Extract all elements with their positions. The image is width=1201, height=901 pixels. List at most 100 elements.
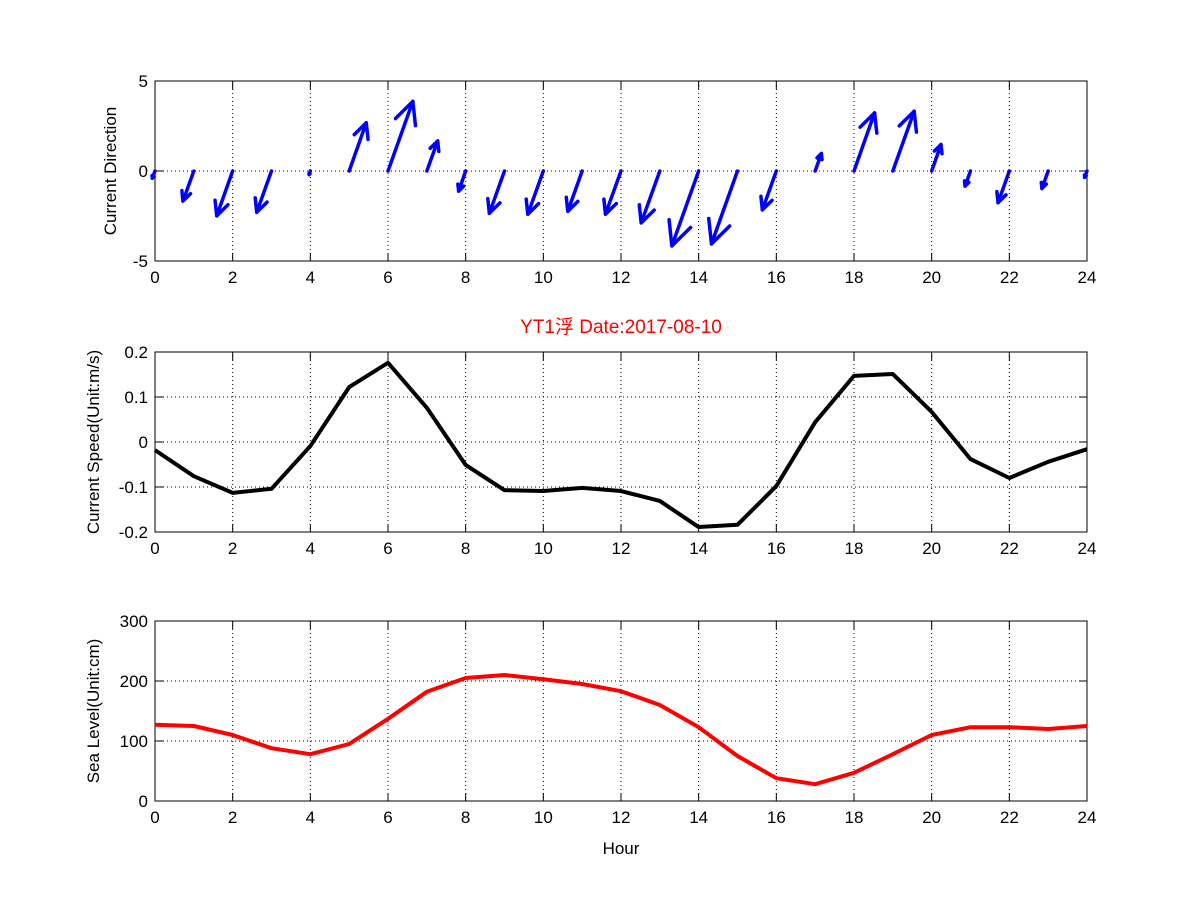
quiver-arrow [813,151,824,173]
quiver-arrow [962,169,973,188]
y-tick-label: 0.1 [124,388,148,407]
arrow-head [352,121,370,142]
x-tick-label: 0 [150,808,159,827]
axes-box [154,620,1088,802]
y-tick-label: 5 [139,72,148,91]
arrow-head [180,188,193,203]
x-tick-label: 10 [534,539,553,558]
arrow-shaft [254,169,274,214]
quiver-arrow [253,169,274,214]
quiver-arrow [425,139,441,173]
arrow-head [456,182,466,193]
y-tick-label: 0 [139,792,148,811]
x-tick-label: 22 [1000,808,1019,827]
x-tick-label: 10 [534,268,553,287]
quiver-arrow [706,169,740,246]
x-tick-label: 2 [228,539,237,558]
y-axis-label: Current Speed(Unit:m/s) [84,350,103,534]
arrow-shaft [891,109,916,173]
y-tick-label: -0.2 [119,523,148,542]
arrow-head [858,111,879,135]
y-tick-label: 200 [120,672,148,691]
x-tick-label: 12 [612,808,631,827]
x-tick-label: 10 [534,808,553,827]
arrow-shaft [425,139,440,173]
x-tick-label: 18 [845,808,864,827]
arrow-shaft [670,169,701,248]
y-tick-label: 0 [139,162,148,181]
x-tick-label: 12 [612,268,631,287]
arrow-head [564,195,580,214]
chart-title: YT1浮 Date:2017-08-10 [520,316,722,338]
arrow-shaft [214,169,235,218]
x-tick-label: 14 [689,808,708,827]
arrow-head [706,216,732,246]
arrow-head [428,139,441,154]
arrow-head [602,197,619,216]
quiver-arrow [1039,169,1050,191]
x-tick-label: 12 [612,539,631,558]
x-tick-label: 16 [767,539,786,558]
y-axis-label: Sea Level(Unit:cm) [84,639,103,784]
x-tick-label: 14 [689,539,708,558]
axes-2: 0 2 4 6 8 10 12 14 16 18 20 22 24-0.2-0.100.10.2Curr… [84,343,1096,558]
x-axis-label: Hour [603,839,640,858]
arrow-shaft [852,111,877,173]
arrow-shaft [181,169,196,203]
arrow-head [486,196,502,216]
arrow-head [897,109,919,134]
y-tick-label: 300 [120,612,148,631]
arrow-shaft [526,169,546,216]
y-tick-label: -0.1 [119,478,148,497]
x-tick-label: 20 [922,268,941,287]
quiver-arrow [564,169,584,214]
axes-box [154,351,1088,533]
x-tick-label: 24 [1078,808,1097,827]
quiver-arrow [637,169,662,225]
x-tick-label: 18 [845,268,864,287]
quiver-arrow [524,169,546,216]
y-tick-label: 0 [139,433,148,452]
arrow-head [637,203,656,225]
x-tick-label: 6 [383,808,392,827]
arrow-head [962,179,971,188]
arrow-head [307,171,312,177]
quiver-arrow [759,169,779,212]
x-tick-label: 24 [1078,539,1097,558]
arrow-shaft [709,169,740,246]
arrow-shaft [639,169,662,225]
arrow-shaft [929,142,943,173]
x-tick-label: 8 [461,808,470,827]
x-tick-label: 18 [845,539,864,558]
arrow-shaft [386,99,415,173]
x-tick-label: 6 [383,539,392,558]
arrow-head [1082,173,1089,180]
x-tick-label: 4 [306,539,315,558]
x-tick-label: 2 [228,808,237,827]
quiver-arrow [929,142,944,173]
x-tick-label: 4 [306,808,315,827]
plot-area [155,621,1087,801]
x-tick-label: 14 [689,268,708,287]
arrow-head [815,151,824,162]
x-tick-label: 4 [306,268,315,287]
x-tick-label: 0 [150,268,159,287]
quiver-arrow [667,169,701,248]
x-tick-label: 8 [461,268,470,287]
x-tick-label: 20 [922,808,941,827]
arrow-head [667,218,693,248]
x-tick-label: 8 [461,539,470,558]
x-tick-label: 2 [228,268,237,287]
x-tick-label: 16 [767,268,786,287]
arrow-head [759,194,774,212]
x-tick-label: 16 [767,808,786,827]
quiver-arrow [213,169,235,218]
y-tick-label: 100 [120,732,148,751]
arrow-head [213,198,230,218]
arrow-head [1039,180,1049,191]
quiver-arrow [852,111,879,173]
quiver-arrow [486,169,507,216]
arrow-shaft [347,121,369,173]
